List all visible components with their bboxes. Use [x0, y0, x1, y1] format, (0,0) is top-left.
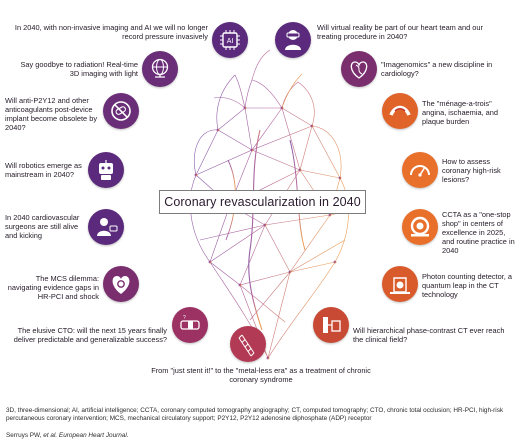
- diagram-title: Coronary revascularization in 2040: [159, 190, 366, 214]
- heart-gear-icon: [103, 266, 139, 302]
- topic-label-photon: Photon counting detector, a quantum leap…: [422, 272, 512, 299]
- ct-scanner-icon: [402, 209, 438, 245]
- topic-label-cto: The elusive CTO: will the next 15 years …: [13, 326, 167, 344]
- robot-icon: [88, 152, 124, 188]
- abbr-def: , three-dimensional;: [14, 407, 72, 414]
- topic-label-phasect: Will hierarchical phase-contrast CT ever…: [353, 326, 505, 344]
- abbr-def: , computed tomography;: [299, 407, 371, 414]
- stent-icon: [230, 326, 266, 362]
- abbr-term: 3D: [6, 407, 15, 414]
- surgeon-icon: [88, 209, 124, 245]
- abbr-def: , high-risk percutaneous coronary interv…: [6, 407, 504, 422]
- topic-label-mcs: The MCS dilemma: navigating evidence gap…: [7, 274, 99, 301]
- topic-label-menage: The "ménage-a-trois" angina, ischaemia, …: [422, 99, 499, 126]
- ai-chip-icon: AI: [212, 22, 248, 58]
- abbr-def: , mechanical circulatory support;: [123, 415, 218, 422]
- topic-label-highrisk: How to assess coronary high-risk lesions…: [442, 157, 501, 184]
- abbr-term: CCTA: [140, 407, 158, 414]
- citation-journal: et al. European Heart Journal.: [43, 432, 129, 439]
- abbr-term: CT: [291, 407, 300, 414]
- topic-label-radiation: Say goodbye to radiation! Real-time 3D i…: [20, 60, 139, 78]
- abbr-def: , P2Y12 adenosine diphosphate (ADP) rece…: [236, 415, 372, 422]
- no-pills-icon: [103, 93, 139, 129]
- topic-label-stent: From "just stent it!" to the "metal-less…: [151, 366, 371, 384]
- ct-table-icon: [382, 266, 418, 302]
- topic-label-surgeons: In 2040 cardiovascular surgeons are stil…: [5, 213, 80, 240]
- dna-heart-icon: [341, 51, 377, 87]
- gauge-icon: [402, 152, 438, 188]
- topic-label-vr: Will virtual reality be part of our hear…: [317, 23, 483, 41]
- topic-label-robotics: Will robotics emerge as mainstream in 20…: [5, 161, 82, 179]
- svg-text:AI: AI: [227, 38, 234, 45]
- topic-label-imagenomics: "Imagenomics" a new discipline in cardio…: [381, 60, 493, 78]
- abbr-def: , coronary computed tomography angiograp…: [157, 407, 292, 414]
- abbr-term: HR-PCI: [453, 407, 476, 414]
- abbr-term: P2Y12: [217, 415, 237, 422]
- abbr-term: CTO: [370, 407, 384, 414]
- phase-ct-icon: [313, 307, 349, 343]
- abbreviations-footnote: 3D, three-dimensional; AI, artificial in…: [6, 407, 516, 423]
- topic-label-ai: In 2040, with non-invasive imaging and A…: [14, 23, 208, 41]
- artery-plaque-icon: [382, 93, 418, 129]
- vr-headset-icon: [275, 22, 311, 58]
- topic-label-antiplatelet: Will anti-P2Y12 and other anticoagulants…: [5, 96, 98, 132]
- abbr-term: AI: [71, 407, 78, 414]
- topic-label-ccta: CCTA as a "one-stop shop" in centers of …: [442, 210, 515, 255]
- globe-icon: [142, 51, 178, 87]
- citation: Serruys PW, et al. European Heart Journa…: [6, 432, 129, 439]
- abbr-term: MCS: [109, 415, 124, 422]
- occluded-vessel-icon: ?: [172, 307, 208, 343]
- abbr-def: , artificial intelligence;: [77, 407, 141, 414]
- abbr-def: , chronic total occlusion;: [383, 407, 454, 414]
- citation-authors: Serruys PW,: [6, 432, 44, 439]
- svg-text:?: ?: [183, 315, 186, 321]
